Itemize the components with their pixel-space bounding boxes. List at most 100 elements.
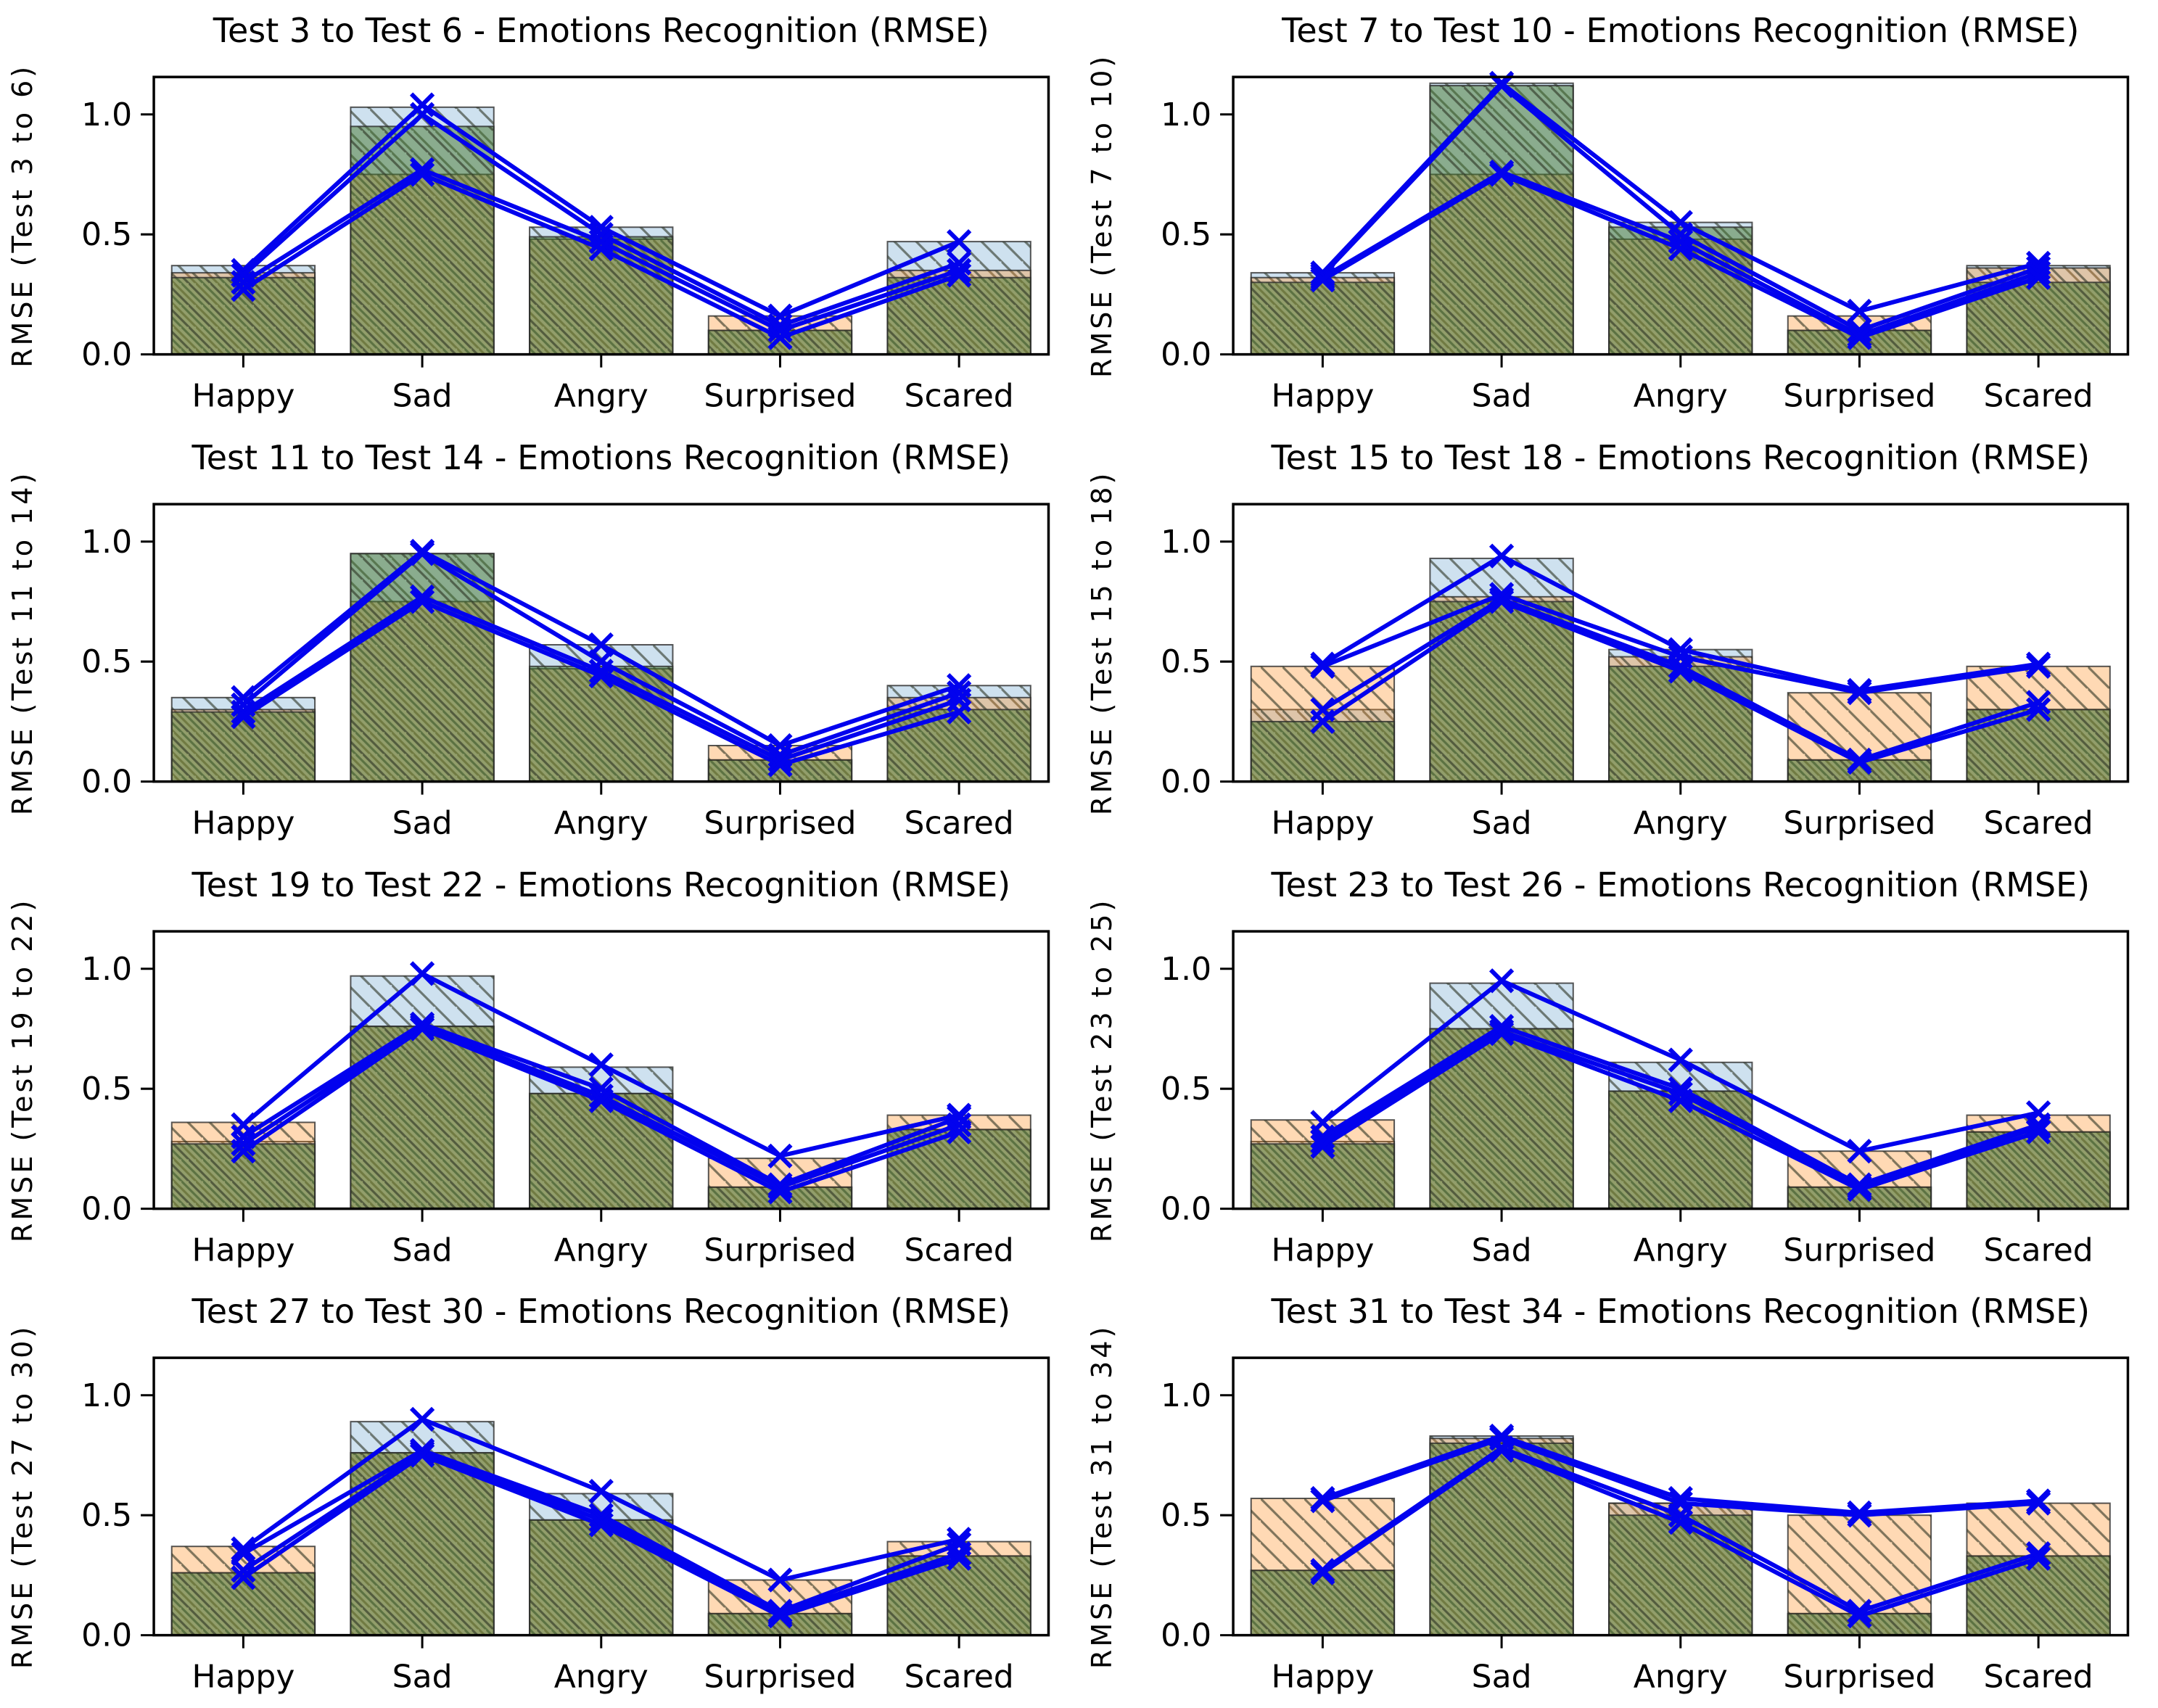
bar-hatch-green-angry xyxy=(530,666,673,782)
x-tick-label: Happy xyxy=(191,378,295,415)
bar-hatch-green-happy xyxy=(171,711,316,782)
y-tick-label: 1.0 xyxy=(81,96,132,133)
x-markers-series-3 xyxy=(231,584,972,772)
y-tick-label: 0.0 xyxy=(1161,763,1211,800)
x-tick-label: Sad xyxy=(1471,1659,1531,1696)
plot-title: Test 11 to Test 14 - Emotions Recognitio… xyxy=(191,438,1010,477)
y-tick-label: 1.0 xyxy=(1161,1377,1211,1414)
subplot-cell-1: Test 3 to Test 6 - Emotions Recognition … xyxy=(0,0,1079,427)
x-tick-label: Surprised xyxy=(704,378,856,415)
bar-hatch-green-angry xyxy=(1608,1090,1752,1209)
bar-hatch-green-happy xyxy=(1251,721,1394,782)
subplot-svg: Test 15 to Test 18 - Emotions Recognitio… xyxy=(1086,438,2129,841)
y-axis-label: RMSE (Test 23 to 25) xyxy=(1086,897,1118,1242)
y-tick-label: 1.0 xyxy=(81,524,132,561)
y-tick-label: 0.0 xyxy=(81,1617,132,1654)
y-axis-label: RMSE (Test 27 to 30) xyxy=(7,1324,38,1669)
bar-hatch-green-sad xyxy=(1429,86,1573,355)
axes-frame xyxy=(152,75,1050,356)
subplot-cell-8: Test 31 to Test 34 - Emotions Recognitio… xyxy=(1079,1281,2158,1708)
plot-title: Test 27 to Test 30 - Emotions Recognitio… xyxy=(191,1292,1010,1331)
x-markers-series-2 xyxy=(1309,582,2051,706)
bar-hatch-green-sad xyxy=(350,126,494,355)
y-tick-label: 0.0 xyxy=(81,763,132,800)
bar-hatch-green-sad xyxy=(350,553,494,782)
x-tick-label: Happy xyxy=(1271,804,1374,841)
plot-title: Test 7 to Test 10 - Emotions Recognition… xyxy=(1281,11,2079,50)
bar-hatch-green-happy xyxy=(171,1572,316,1635)
x-tick-label: Surprised xyxy=(1783,1659,1935,1696)
x-tick-label: Scared xyxy=(1983,804,2093,841)
x-markers-series-4 xyxy=(1309,162,2051,350)
y-axis-label: RMSE (Test 31 to 34) xyxy=(1086,1324,1118,1669)
y-tick-label: 0.0 xyxy=(1161,1617,1211,1654)
subplot-cell-3: Test 11 to Test 14 - Emotions Recognitio… xyxy=(0,427,1079,854)
axes-frame xyxy=(1231,503,2129,783)
bar-hatch-green-surprised xyxy=(708,330,852,355)
x-tick-label: Happy xyxy=(1271,1232,1374,1268)
y-axis-label: RMSE (Test 11 to 14) xyxy=(7,470,38,814)
y-tick-label: 1.0 xyxy=(81,950,132,987)
x-tick-label: Surprised xyxy=(704,1659,856,1696)
x-tick-label: Angry xyxy=(554,1659,648,1696)
bar-hatch-green-angry xyxy=(530,1520,673,1635)
axes-frame xyxy=(152,503,1050,783)
subplot-svg: Test 23 to Test 26 - Emotions Recognitio… xyxy=(1086,865,2129,1268)
x-markers-series-4 xyxy=(231,162,972,350)
plot-title: Test 31 to Test 34 - Emotions Recognitio… xyxy=(1270,1292,2090,1331)
x-tick-label: Angry xyxy=(1633,1232,1727,1268)
y-tick-label: 0.5 xyxy=(81,1497,132,1534)
subplot-cell-2: Test 7 to Test 10 - Emotions Recognition… xyxy=(1079,0,2158,427)
x-tick-label: Angry xyxy=(554,804,648,841)
subplot-cell-5: Test 19 to Test 22 - Emotions Recognitio… xyxy=(0,854,1079,1282)
x-tick-label: Angry xyxy=(1633,804,1727,841)
x-tick-label: Angry xyxy=(554,378,648,415)
y-axis-label: RMSE (Test 19 to 22) xyxy=(7,897,38,1242)
x-tick-label: Scared xyxy=(905,1232,1014,1268)
x-tick-label: Angry xyxy=(1633,1659,1727,1696)
x-tick-label: Surprised xyxy=(704,1232,856,1268)
y-tick-label: 0.5 xyxy=(1161,216,1211,253)
x-markers-series-3 xyxy=(231,157,972,343)
x-markers-series-1 xyxy=(1309,968,2051,1163)
x-markers-series-4 xyxy=(231,1015,972,1205)
y-tick-label: 0.0 xyxy=(81,1190,132,1227)
x-markers-series-2 xyxy=(231,540,972,768)
y-tick-label: 0.0 xyxy=(1161,1190,1211,1227)
x-tick-label: Angry xyxy=(554,1232,648,1268)
subplot-cell-7: Test 27 to Test 30 - Emotions Recognitio… xyxy=(0,1281,1079,1708)
bar-hatch-green-angry xyxy=(1608,1515,1752,1635)
bar-hatch-green-happy xyxy=(1251,1570,1394,1635)
y-tick-label: 1.0 xyxy=(81,1377,132,1414)
y-tick-label: 1.0 xyxy=(1161,524,1211,561)
bar-hatch-green-angry xyxy=(530,1093,673,1209)
x-markers-series-2 xyxy=(231,102,972,339)
x-markers-series-1 xyxy=(231,92,972,329)
plot-title: Test 19 to Test 22 - Emotions Recognitio… xyxy=(191,865,1010,904)
subplot-svg: Test 31 to Test 34 - Emotions Recognitio… xyxy=(1086,1292,2129,1696)
y-tick-label: 1.0 xyxy=(1161,96,1211,133)
x-tick-label: Angry xyxy=(1633,378,1727,415)
y-axis-label: RMSE (Test 3 to 6) xyxy=(7,64,38,368)
y-tick-label: 0.5 xyxy=(81,216,132,253)
y-axis-label: RMSE (Test 15 to 18) xyxy=(1086,470,1118,814)
bar-hatch-green-happy xyxy=(171,1143,316,1209)
subplot-cell-4: Test 15 to Test 18 - Emotions Recognitio… xyxy=(1079,427,2158,854)
axes-frame xyxy=(1231,75,2129,356)
x-tick-label: Happy xyxy=(1271,378,1374,415)
x-tick-label: Scared xyxy=(905,1659,1014,1696)
subplot-cell-6: Test 23 to Test 26 - Emotions Recognitio… xyxy=(1079,854,2158,1282)
x-tick-label: Scared xyxy=(905,378,1014,415)
bar-hatch-green-happy xyxy=(1251,282,1394,355)
axes-frame xyxy=(1231,929,2129,1210)
axes-frame xyxy=(152,929,1050,1210)
axes-frame xyxy=(152,1356,1050,1637)
subplot-svg: Test 19 to Test 22 - Emotions Recognitio… xyxy=(7,865,1050,1268)
x-markers-series-4 xyxy=(1309,1437,2051,1629)
x-tick-label: Happy xyxy=(191,1232,295,1268)
plot-title: Test 3 to Test 6 - Emotions Recognition … xyxy=(213,11,989,50)
x-markers-series-4 xyxy=(231,1443,972,1629)
x-tick-label: Sad xyxy=(392,1659,453,1696)
y-tick-label: 1.0 xyxy=(1161,950,1211,987)
